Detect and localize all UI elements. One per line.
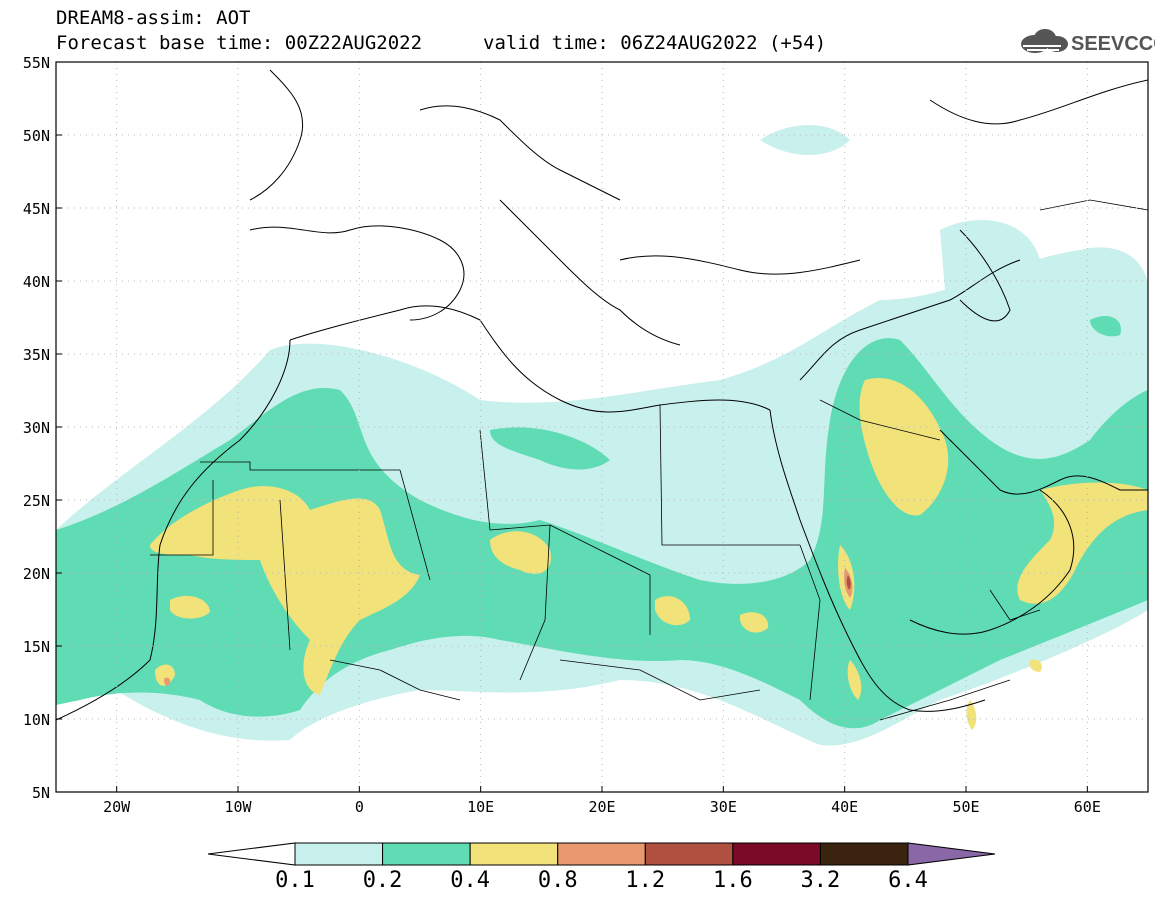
colorbar-label: 3.2 (800, 868, 841, 893)
aot-band-1.2 (846, 575, 851, 590)
seevccc-logo: SEEVCCC (1015, 24, 1165, 58)
country-borders (150, 199, 1148, 721)
colorbar-swatch (644, 842, 734, 866)
logo-text: SEEVCCC (1071, 33, 1155, 55)
lat-label: 5N (32, 784, 50, 802)
lat-label: 40N (23, 273, 50, 291)
colorbar-label: 0.8 (537, 868, 578, 893)
lon-label: 30E (710, 798, 737, 816)
lat-label: 35N (23, 346, 50, 364)
chart-title: DREAM8-assim: AOT (56, 7, 251, 29)
colorbar-label: 0.1 (275, 868, 315, 893)
colorbar-swatch (732, 842, 821, 866)
lon-label: 60E (1074, 798, 1101, 816)
forecast-base-time: Forecast base time: 00Z22AUG2022 (56, 32, 423, 54)
colorbar-swatch (294, 842, 384, 866)
lat-label: 25N (23, 492, 50, 510)
colorbar-high-arrow (907, 842, 996, 866)
lat-label: 20N (23, 565, 50, 583)
lon-label: 40E (831, 798, 858, 816)
lat-label: 30N (23, 419, 50, 437)
lon-label: 0 (355, 798, 364, 816)
colorbar-swatch (557, 842, 646, 866)
aot-field (56, 62, 1148, 792)
lon-label: 50E (952, 798, 979, 816)
lat-label: 45N (23, 200, 50, 218)
colorbar (207, 842, 996, 866)
colorbar-label: 0.2 (362, 868, 403, 893)
latitude-labels: 55N 50N 45N 40N 35N 30N 25N 20N 15N 10N 5N (23, 54, 62, 802)
lat-label: 10N (23, 711, 50, 729)
aot-band-0.4 (150, 378, 1148, 730)
valid-time: valid time: 06Z24AUG2022 (+54) (483, 32, 827, 54)
cloud-icon (1021, 29, 1068, 53)
colorbar-swatch (819, 842, 909, 866)
colorbar-label: 1.2 (625, 868, 666, 893)
lat-label: 15N (23, 638, 50, 656)
coastlines (56, 69, 1148, 721)
colorbar-label: 1.6 (712, 868, 753, 893)
lat-label: 55N (23, 54, 50, 72)
colorbar-label: 6.4 (888, 868, 928, 893)
lon-label: 10E (467, 798, 494, 816)
lon-label: 10W (224, 798, 252, 816)
longitude-labels: 20W 10W 0 10E 20E 30E 40E 50E 60E (103, 786, 1101, 816)
gridlines (56, 62, 1148, 792)
lon-label: 20W (103, 798, 131, 816)
colorbar-label: 0.4 (450, 868, 491, 893)
colorbar-swatch (469, 842, 559, 866)
lat-label: 50N (23, 127, 50, 145)
colorbar-swatch (382, 842, 471, 866)
lon-label: 20E (588, 798, 615, 816)
colorbar-low-arrow (207, 842, 296, 866)
